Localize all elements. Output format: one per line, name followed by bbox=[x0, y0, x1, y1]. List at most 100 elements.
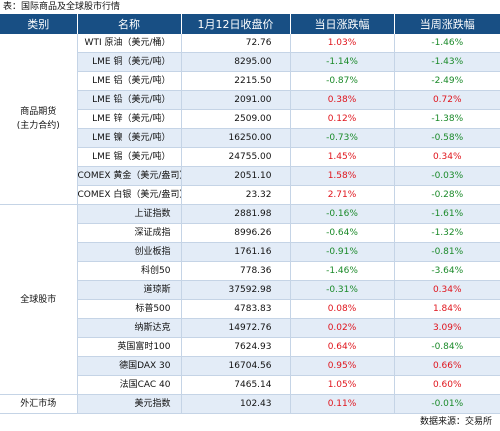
table-row: COMEX 黄金（美元/盎司） 2051.10 1.58% -0.03% bbox=[0, 166, 500, 186]
table-caption: 表：国际商品及全球股市行情 bbox=[3, 2, 121, 12]
market-quotes-table: 类别 名称 1月12日收盘价 当日涨跌幅 当周涨跌幅 商品期货 (主力合约) WTI… bbox=[0, 14, 500, 414]
table-row: LME 铅（美元/吨） 2091.00 0.38% 0.72% bbox=[0, 90, 500, 110]
instrument-name: 标普500 bbox=[77, 299, 182, 319]
table-row: 法国CAC 40 7465.14 1.05% 0.60% bbox=[0, 375, 500, 395]
weekly-change: -2.49% bbox=[394, 71, 500, 91]
header-name: 名称 bbox=[77, 14, 182, 34]
daily-change: -0.91% bbox=[290, 242, 395, 262]
instrument-name: 上证指数 bbox=[77, 204, 182, 224]
close-price: 102.43 bbox=[181, 394, 291, 414]
weekly-change: 0.72% bbox=[394, 90, 500, 110]
instrument-name: LME 镍（美元/吨） bbox=[77, 128, 182, 148]
weekly-change: -1.32% bbox=[394, 223, 500, 243]
data-source-note: 数据来源：交易所 bbox=[419, 417, 492, 427]
close-price: 2051.10 bbox=[181, 166, 291, 186]
close-price: 23.32 bbox=[181, 185, 291, 205]
close-price: 14972.76 bbox=[181, 318, 291, 338]
instrument-name: 创业板指 bbox=[77, 242, 182, 262]
weekly-change: 0.34% bbox=[394, 147, 500, 167]
weekly-change: 0.60% bbox=[394, 375, 500, 395]
table-row: LME 锌（美元/吨） 2509.00 0.12% -1.38% bbox=[0, 109, 500, 129]
daily-change: -0.31% bbox=[290, 280, 395, 300]
table-row: 德国DAX 30 16704.56 0.95% 0.66% bbox=[0, 356, 500, 376]
instrument-name: 科创50 bbox=[77, 261, 182, 281]
table-row: 外汇市场 美元指数 102.43 0.11% -0.01% bbox=[0, 394, 500, 414]
daily-change: 1.03% bbox=[290, 34, 395, 53]
close-price: 72.76 bbox=[181, 34, 291, 53]
instrument-name: LME 铝（美元/吨） bbox=[77, 71, 182, 91]
instrument-name: 深证成指 bbox=[77, 223, 182, 243]
close-price: 16250.00 bbox=[181, 128, 291, 148]
table-row: 创业板指 1761.16 -0.91% -0.81% bbox=[0, 242, 500, 262]
table-row: 深证成指 8996.26 -0.64% -1.32% bbox=[0, 223, 500, 243]
category-label: 商品期货 bbox=[20, 107, 57, 117]
weekly-change: -0.58% bbox=[394, 128, 500, 148]
instrument-name: 纳斯达克 bbox=[77, 318, 182, 338]
header-daily-change: 当日涨跌幅 bbox=[290, 14, 395, 34]
close-price: 2091.00 bbox=[181, 90, 291, 110]
category-cell: 商品期货 (主力合约) bbox=[0, 34, 78, 205]
table-row: LME 铜（美元/吨） 8295.00 -1.14% -1.43% bbox=[0, 52, 500, 72]
close-price: 778.36 bbox=[181, 261, 291, 281]
header-weekly-change: 当周涨跌幅 bbox=[394, 14, 500, 34]
daily-change: -1.46% bbox=[290, 261, 395, 281]
instrument-name: WTI 原油（美元/桶） bbox=[77, 34, 182, 53]
daily-change: 0.11% bbox=[290, 394, 395, 414]
daily-change: 0.02% bbox=[290, 318, 395, 338]
daily-change: -0.64% bbox=[290, 223, 395, 243]
close-price: 37592.98 bbox=[181, 280, 291, 300]
category-cell: 全球股市 bbox=[0, 204, 78, 395]
weekly-change: 0.66% bbox=[394, 356, 500, 376]
header-close-price: 1月12日收盘价 bbox=[181, 14, 291, 34]
close-price: 7624.93 bbox=[181, 337, 291, 357]
instrument-name: 英国富时100 bbox=[77, 337, 182, 357]
weekly-change: -1.61% bbox=[394, 204, 500, 224]
close-price: 16704.56 bbox=[181, 356, 291, 376]
weekly-change: -0.84% bbox=[394, 337, 500, 357]
weekly-change: -3.64% bbox=[394, 261, 500, 281]
weekly-change: -0.01% bbox=[394, 394, 500, 414]
instrument-name: COMEX 白银（美元/盎司） bbox=[77, 185, 182, 205]
weekly-change: -1.43% bbox=[394, 52, 500, 72]
daily-change: -1.14% bbox=[290, 52, 395, 72]
close-price: 1761.16 bbox=[181, 242, 291, 262]
instrument-name: LME 铅（美元/吨） bbox=[77, 90, 182, 110]
daily-change: 0.08% bbox=[290, 299, 395, 319]
weekly-change: -0.03% bbox=[394, 166, 500, 186]
instrument-name: 道琼斯 bbox=[77, 280, 182, 300]
table-row: 全球股市 上证指数 2881.98 -0.16% -1.61% bbox=[0, 204, 500, 395]
close-price: 8996.26 bbox=[181, 223, 291, 243]
category-label: (主力合约) bbox=[16, 121, 60, 131]
table-row: 商品期货 (主力合约) WTI 原油（美元/桶） 72.76 1.03% -1.46% bbox=[0, 34, 500, 205]
weekly-change: 1.84% bbox=[394, 299, 500, 319]
instrument-name: LME 铜（美元/吨） bbox=[77, 52, 182, 72]
category-cell: 外汇市场 bbox=[0, 394, 78, 414]
daily-change: -0.73% bbox=[290, 128, 395, 148]
instrument-name: LME 锡（美元/吨） bbox=[77, 147, 182, 167]
instrument-name: 德国DAX 30 bbox=[77, 356, 182, 376]
category-label: 全球股市 bbox=[20, 294, 57, 305]
table-row: 标普500 4783.83 0.08% 1.84% bbox=[0, 299, 500, 319]
daily-change: 0.38% bbox=[290, 90, 395, 110]
weekly-change: -1.46% bbox=[394, 34, 500, 53]
daily-change: 1.45% bbox=[290, 147, 395, 167]
instrument-name: 美元指数 bbox=[77, 394, 182, 414]
weekly-change: 3.09% bbox=[394, 318, 500, 338]
weekly-change: -0.81% bbox=[394, 242, 500, 262]
close-price: 7465.14 bbox=[181, 375, 291, 395]
instrument-name: 法国CAC 40 bbox=[77, 375, 182, 395]
weekly-change: -0.28% bbox=[394, 185, 500, 205]
daily-change: 1.05% bbox=[290, 375, 395, 395]
header-category: 类别 bbox=[0, 14, 78, 34]
table-row: LME 铝（美元/吨） 2215.50 -0.87% -2.49% bbox=[0, 71, 500, 91]
close-price: 2509.00 bbox=[181, 109, 291, 129]
table-row: 道琼斯 37592.98 -0.31% 0.34% bbox=[0, 280, 500, 300]
daily-change: -0.16% bbox=[290, 204, 395, 224]
daily-change: 1.58% bbox=[290, 166, 395, 186]
close-price: 8295.00 bbox=[181, 52, 291, 72]
close-price: 2881.98 bbox=[181, 204, 291, 224]
daily-change: 0.95% bbox=[290, 356, 395, 376]
daily-change: 0.64% bbox=[290, 337, 395, 357]
table-row: LME 镍（美元/吨） 16250.00 -0.73% -0.58% bbox=[0, 128, 500, 148]
category-label: 外汇市场 bbox=[20, 399, 57, 409]
